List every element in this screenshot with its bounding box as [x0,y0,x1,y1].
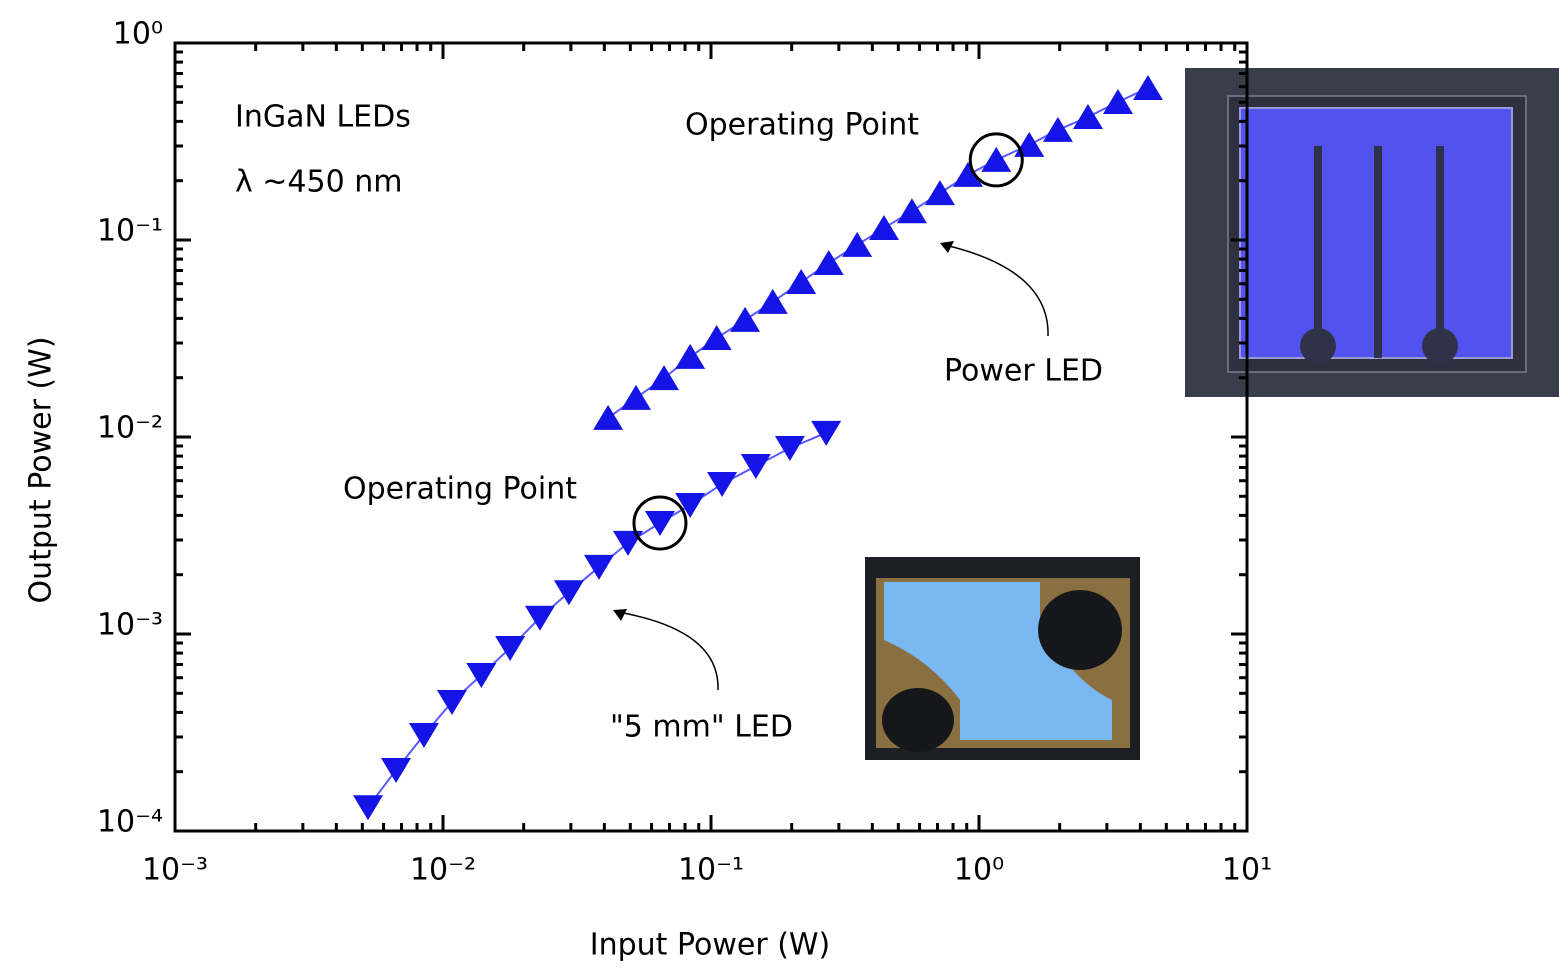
marker [758,289,788,314]
y-tick-label: 10⁻¹ [97,214,163,249]
marker [702,325,732,350]
marker [707,472,737,497]
marker [381,758,411,783]
marker [409,723,439,748]
marker [437,690,467,715]
annotation: Power LED [944,354,1103,389]
marker [645,511,675,536]
power-led-photo [1185,68,1559,397]
x-tick-label: 10⁰ [954,853,1004,888]
marker [1073,104,1103,129]
marker [953,162,983,187]
x-tick-label: 10⁻¹ [678,853,744,888]
marker [786,269,816,294]
marker [1133,75,1163,100]
marker [675,344,705,369]
annotation: Operating Point [685,108,919,143]
annotation: InGaN LEDs [235,100,411,135]
marker [775,436,805,461]
annotation: λ ~450 nm [235,165,402,200]
marker [1043,117,1073,142]
marker [621,385,651,410]
marker [741,454,771,479]
x-axis-label: Input Power (W) [590,928,831,963]
marker [593,405,623,430]
y-tick-label: 10⁻² [97,411,163,446]
arrow [945,245,1048,336]
marker [1103,89,1133,114]
marker [814,250,844,275]
x-tick-label: 10¹ [1222,853,1272,888]
y-tick-label: 10⁰ [113,17,163,52]
marker [981,147,1011,172]
y-tick-label: 10⁻⁴ [97,805,163,840]
chart: Input Power (W) Output Power (W) InGaN L… [0,0,1559,974]
y-tick-label: 10⁻³ [97,608,163,643]
marker [811,421,841,446]
x-tick-label: 10⁻² [410,853,476,888]
marker [897,198,927,223]
marker [353,795,383,820]
annotation: Operating Point [343,472,577,507]
arrow [618,612,718,690]
marker [925,180,955,205]
x-tick-label: 10⁻³ [142,853,208,888]
annotation: "5 mm" LED [610,710,793,745]
y-axis-label: Output Power (W) [24,336,59,603]
marker [730,307,760,332]
5mm-led-photo [865,557,1140,760]
arrow-head [613,609,627,621]
marker [842,232,872,257]
marker [869,215,899,240]
